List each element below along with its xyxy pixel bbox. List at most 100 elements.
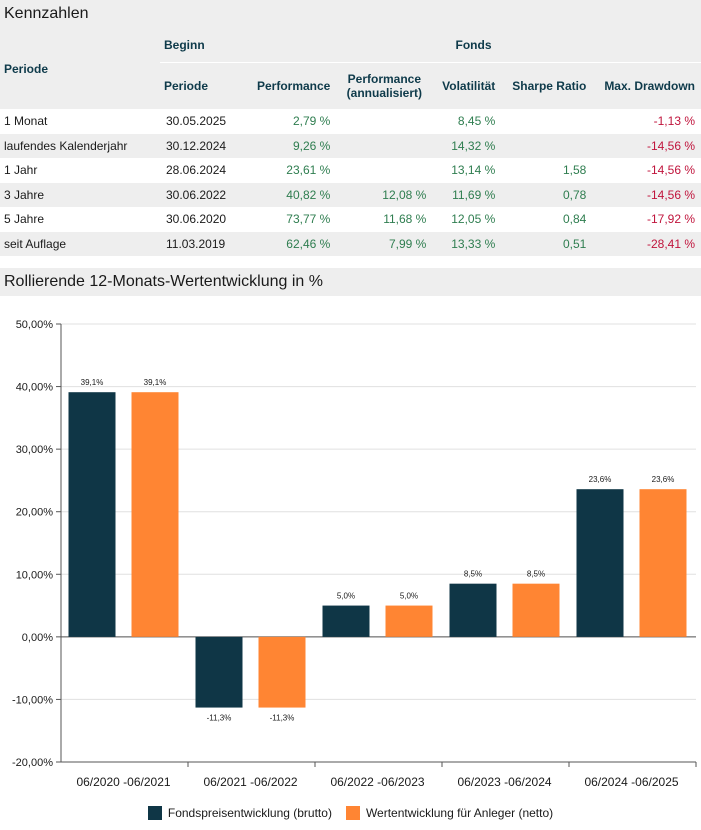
- table-row: seit Auflage 11.03.2019 62,46 % 7,99 % 1…: [0, 231, 701, 256]
- table-row: laufendes Kalenderjahr 30.12.2024 9,26 %…: [0, 133, 701, 158]
- y-tick-label: -10,00%: [12, 694, 53, 706]
- cell-periode: 1 Jahr: [0, 158, 160, 183]
- cell-periode: 5 Jahre: [0, 207, 160, 232]
- cell-performance: 9,26 %: [246, 133, 337, 158]
- cell-sharpe-ratio: [501, 109, 593, 134]
- cell-performance-annualisiert: [336, 109, 433, 134]
- cell-sharpe-ratio: [501, 133, 593, 158]
- cell-volatilitaet: 13,33 %: [432, 231, 502, 256]
- header-max-drawdown: Max. Drawdown: [592, 62, 701, 109]
- cell-performance: 23,61 %: [246, 158, 337, 183]
- legend-swatch-netto: [345, 806, 360, 820]
- cell-volatilitaet: 13,14 %: [432, 158, 502, 183]
- bar: [322, 605, 370, 637]
- cell-max-drawdown: -14,56 %: [592, 133, 701, 158]
- y-tick-label: 20,00%: [16, 507, 54, 519]
- table-row: 1 Monat 30.05.2025 2,79 % 8,45 % -1,13 %: [0, 109, 701, 134]
- y-tick-label: 30,00%: [16, 444, 54, 456]
- header-fonds: Fonds: [246, 28, 701, 63]
- cell-beginn: 30.12.2024: [160, 133, 246, 158]
- bar: [195, 636, 243, 708]
- bar: [449, 583, 497, 637]
- cell-volatilitaet: 12,05 %: [432, 207, 502, 232]
- cell-max-drawdown: -14,56 %: [592, 158, 701, 183]
- cell-periode: 3 Jahre: [0, 182, 160, 207]
- bar: [639, 489, 687, 637]
- y-tick-label: 0,00%: [22, 632, 53, 644]
- cell-sharpe-ratio: 1,58: [501, 158, 593, 183]
- legend-swatch-brutto: [147, 806, 162, 820]
- cell-periode: laufendes Kalenderjahr: [0, 133, 160, 158]
- y-tick-label: 10,00%: [16, 569, 54, 581]
- cell-performance-annualisiert: 11,68 %: [336, 207, 433, 232]
- data-label: 8,5%: [527, 570, 545, 579]
- legend-item-netto: Wertentwicklung für Anleger (netto): [345, 806, 554, 820]
- kennzahlen-title: Kennzahlen: [0, 0, 701, 28]
- rolling-performance-chart: 50,00% 40,00% 30,00% 20,00% 10,00% 0,00% -10,0…: [12, 319, 697, 789]
- header-performance: Performance: [246, 62, 337, 109]
- header-performance-annualisiert: Performance (annualisiert): [336, 62, 433, 109]
- cell-max-drawdown: -14,56 %: [592, 182, 701, 207]
- header-beginn-periode: Periode: [160, 62, 246, 109]
- cell-beginn: 30.05.2025: [160, 109, 246, 134]
- cell-performance: 73,77 %: [246, 207, 337, 232]
- data-label: 5,0%: [400, 592, 418, 601]
- cell-max-drawdown: -1,13 %: [592, 109, 701, 134]
- cell-performance-annualisiert: [336, 158, 433, 183]
- legend-label-netto: Wertentwicklung für Anleger (netto): [365, 806, 554, 820]
- header-sharpe-ratio: Sharpe Ratio: [501, 62, 593, 109]
- header-periode: Periode: [0, 28, 160, 109]
- cell-performance-annualisiert: 7,99 %: [336, 231, 433, 256]
- x-tick-label: 06/2023 -06/2024: [457, 775, 551, 789]
- data-label: -11,3%: [207, 714, 232, 723]
- x-tick-label: 06/2024 -06/2025: [584, 775, 678, 789]
- cell-max-drawdown: -28,41 %: [592, 231, 701, 256]
- cell-beginn: 11.03.2019: [160, 231, 246, 256]
- y-tick-label: 40,00%: [16, 382, 54, 394]
- legend-label-brutto: Fondspreisentwicklung (brutto): [167, 806, 332, 820]
- y-tick-label: 50,00%: [16, 319, 54, 331]
- cell-volatilitaet: 11,69 %: [432, 182, 502, 207]
- y-tick-label: -20,00%: [12, 757, 53, 769]
- cell-performance-annualisiert: [336, 133, 433, 158]
- bar: [576, 489, 624, 637]
- cell-periode: seit Auflage: [0, 231, 160, 256]
- data-label: 8,5%: [464, 570, 482, 579]
- x-tick-label: 06/2021 -06/2022: [203, 775, 297, 789]
- header-volatilitaet: Volatilität: [432, 62, 502, 109]
- cell-sharpe-ratio: 0,78: [501, 182, 593, 207]
- x-tick-label: 06/2020 -06/2021: [76, 775, 170, 789]
- cell-volatilitaet: 8,45 %: [432, 109, 502, 134]
- data-label: 5,0%: [337, 592, 355, 601]
- bar: [68, 392, 116, 637]
- data-label: -11,3%: [270, 714, 295, 723]
- cell-sharpe-ratio: 0,84: [501, 207, 593, 232]
- bar: [258, 636, 306, 708]
- cell-beginn: 28.06.2024: [160, 158, 246, 183]
- table-row: 1 Jahr 28.06.2024 23,61 % 13,14 % 1,58 -…: [0, 158, 701, 183]
- bar: [512, 583, 560, 637]
- cell-sharpe-ratio: 0,51: [501, 231, 593, 256]
- data-label: 23,6%: [589, 475, 612, 484]
- table-row: 5 Jahre 30.06.2020 73,77 % 11,68 % 12,05…: [0, 207, 701, 232]
- cell-max-drawdown: -17,92 %: [592, 207, 701, 232]
- cell-volatilitaet: 14,32 %: [432, 133, 502, 158]
- data-label: 23,6%: [652, 475, 675, 484]
- data-label: 39,1%: [81, 378, 104, 387]
- cell-performance: 62,46 %: [246, 231, 337, 256]
- chart-legend: Fondspreisentwicklung (brutto) Wertentwi…: [0, 804, 701, 822]
- cell-beginn: 30.06.2020: [160, 207, 246, 232]
- bar: [131, 392, 179, 637]
- header-beginn: Beginn: [160, 28, 246, 63]
- kennzahlen-table: Periode Beginn Fonds Periode Performance…: [0, 28, 701, 256]
- cell-periode: 1 Monat: [0, 109, 160, 134]
- cell-performance: 40,82 %: [246, 182, 337, 207]
- cell-performance-annualisiert: 12,08 %: [336, 182, 433, 207]
- cell-beginn: 30.06.2022: [160, 182, 246, 207]
- table-row: 3 Jahre 30.06.2022 40,82 % 12,08 % 11,69…: [0, 182, 701, 207]
- data-label: 39,1%: [144, 378, 167, 387]
- cell-performance: 2,79 %: [246, 109, 337, 134]
- legend-item-brutto: Fondspreisentwicklung (brutto): [147, 806, 332, 820]
- x-tick-label: 06/2022 -06/2023: [330, 775, 424, 789]
- chart-title: Rollierende 12-Monats-Wertentwicklung in…: [0, 268, 701, 296]
